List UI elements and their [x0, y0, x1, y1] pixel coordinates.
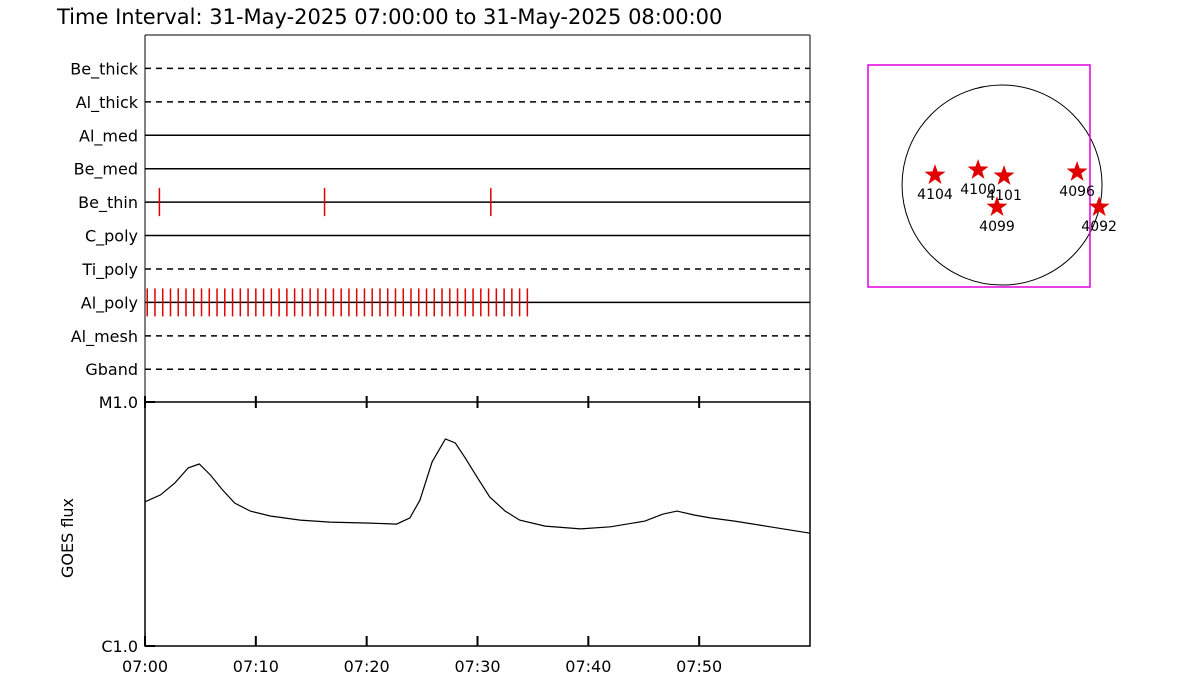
active-region-label: 4099 — [979, 219, 1015, 235]
x-tick-label: 07:30 — [454, 657, 500, 676]
active-region-star — [1088, 196, 1110, 216]
active-region-label: 4101 — [986, 188, 1022, 204]
filter-label: Al_poly — [81, 293, 138, 313]
active-region-star — [1066, 161, 1088, 181]
active-region-label: 4096 — [1059, 184, 1095, 200]
filter-label: Ti_poly — [81, 260, 138, 280]
active-region-label: 4104 — [917, 187, 953, 203]
filter-label: Be_thin — [78, 193, 138, 213]
x-tick-label: 07:00 — [122, 657, 168, 676]
filter-label: Al_mesh — [71, 327, 138, 347]
x-tick-label: 07:50 — [676, 657, 722, 676]
filter-label: C_poly — [85, 227, 138, 247]
active-region-star — [986, 196, 1008, 216]
filter-label: Be_med — [74, 160, 138, 180]
filter-label: Al_thick — [76, 93, 139, 113]
title: Time Interval: 31-May-2025 07:00:00 to 3… — [56, 5, 722, 29]
active-region-star — [924, 164, 946, 184]
filter-label: Be_thick — [70, 59, 138, 79]
y-tick-label: M1.0 — [99, 393, 138, 412]
y-tick-label: C1.0 — [101, 637, 138, 656]
solar-limb — [901, 84, 1103, 286]
active-region-star — [993, 165, 1015, 185]
active-region-label: 4100 — [960, 182, 996, 198]
filter-label: Al_med — [79, 126, 138, 146]
field-of-view — [867, 64, 1091, 288]
y-axis-label: GOES flux — [58, 498, 77, 578]
x-tick-label: 07:40 — [565, 657, 611, 676]
active-region-star — [967, 159, 989, 179]
active-region-label: 4092 — [1081, 219, 1117, 235]
x-tick-label: 07:10 — [233, 657, 279, 676]
plot-frame — [144, 401, 811, 647]
x-tick-label: 07:20 — [344, 657, 390, 676]
filter-label: Gband — [85, 360, 138, 379]
goes-curve — [144, 438, 811, 534]
